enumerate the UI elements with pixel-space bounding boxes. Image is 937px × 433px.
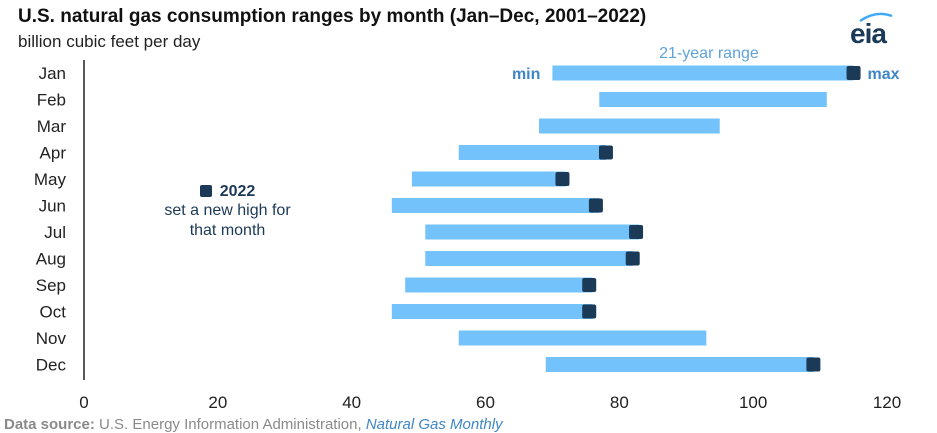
marker-2022-may bbox=[555, 172, 570, 186]
month-label-apr: Apr bbox=[40, 144, 67, 163]
month-label-dec: Dec bbox=[36, 356, 67, 375]
range-bar-oct bbox=[391, 304, 593, 319]
month-label-jan: Jan bbox=[39, 64, 66, 83]
legend-title: 2022 bbox=[150, 183, 305, 201]
marker-2022-jun bbox=[588, 198, 603, 213]
marker-2022-jul bbox=[629, 225, 644, 239]
marker-2022-oct bbox=[582, 304, 597, 319]
range-bar-aug bbox=[425, 251, 633, 266]
eia-logo: eia bbox=[848, 12, 908, 49]
source-agency: U.S. Energy Information Administration, bbox=[99, 416, 362, 433]
range-bar-jul bbox=[425, 224, 640, 240]
x-tick-label-120: 120 bbox=[873, 393, 901, 410]
x-tick-label-20: 20 bbox=[208, 393, 227, 410]
eia-logo-swoosh-icon bbox=[859, 12, 893, 23]
x-tick-label-100: 100 bbox=[739, 393, 767, 410]
range-bar-jan bbox=[552, 65, 854, 81]
legend-2022-swatch bbox=[199, 185, 212, 197]
data-source: Data source: U.S. Energy Information Adm… bbox=[4, 416, 503, 433]
month-label-may: May bbox=[34, 170, 67, 189]
x-tick-label-60: 60 bbox=[476, 393, 495, 410]
month-label-jul: Jul bbox=[44, 223, 66, 242]
max-annotation: max bbox=[868, 66, 900, 83]
marker-2022-apr bbox=[598, 145, 613, 160]
month-label-jun: Jun bbox=[39, 197, 66, 216]
month-label-nov: Nov bbox=[36, 329, 67, 348]
eia-logo-text: eia bbox=[850, 18, 887, 49]
min-annotation: min bbox=[512, 66, 540, 83]
x-tick-label-0: 0 bbox=[79, 393, 88, 410]
range-bar-feb bbox=[599, 92, 827, 107]
marker-2022-jan bbox=[846, 66, 861, 80]
month-label-oct: Oct bbox=[40, 303, 67, 322]
x-tick-label-80: 80 bbox=[610, 393, 629, 410]
range-bar-dec bbox=[545, 357, 814, 372]
range-bar-chart: Jan Feb Mar Apr May Jun Jul Aug Sep Oct Nov Dec 0 20… bbox=[34, 45, 901, 410]
range-bar-mar bbox=[539, 118, 720, 134]
month-label-feb: Feb bbox=[37, 91, 66, 110]
marker-2022-dec bbox=[806, 357, 821, 372]
source-publication[interactable]: Natural Gas Monthly bbox=[365, 416, 503, 433]
month-label-aug: Aug bbox=[36, 250, 66, 269]
legend-text-line1: set a new high for bbox=[164, 202, 291, 219]
month-label-mar: Mar bbox=[37, 117, 67, 136]
month-label-sep: Sep bbox=[36, 276, 66, 295]
range-bar-nov bbox=[458, 330, 707, 346]
marker-2022-sep bbox=[582, 278, 597, 292]
legend: 2022 set a new high for that month bbox=[150, 183, 305, 241]
range-bar-may bbox=[411, 171, 566, 187]
range-annotation: 21-year range bbox=[659, 45, 759, 62]
source-label: Data source: bbox=[4, 416, 95, 433]
range-bar-jun bbox=[391, 198, 600, 213]
chart-subtitle: billion cubic feet per day bbox=[18, 32, 201, 51]
legend-year: 2022 bbox=[219, 183, 256, 200]
marker-2022-aug bbox=[625, 251, 640, 266]
chart-title: U.S. natural gas consumption ranges by m… bbox=[18, 6, 647, 27]
range-bar-sep bbox=[405, 277, 593, 293]
x-tick-label-40: 40 bbox=[342, 393, 361, 410]
legend-text-line2: that month bbox=[189, 222, 266, 239]
range-bar-apr bbox=[458, 145, 606, 160]
